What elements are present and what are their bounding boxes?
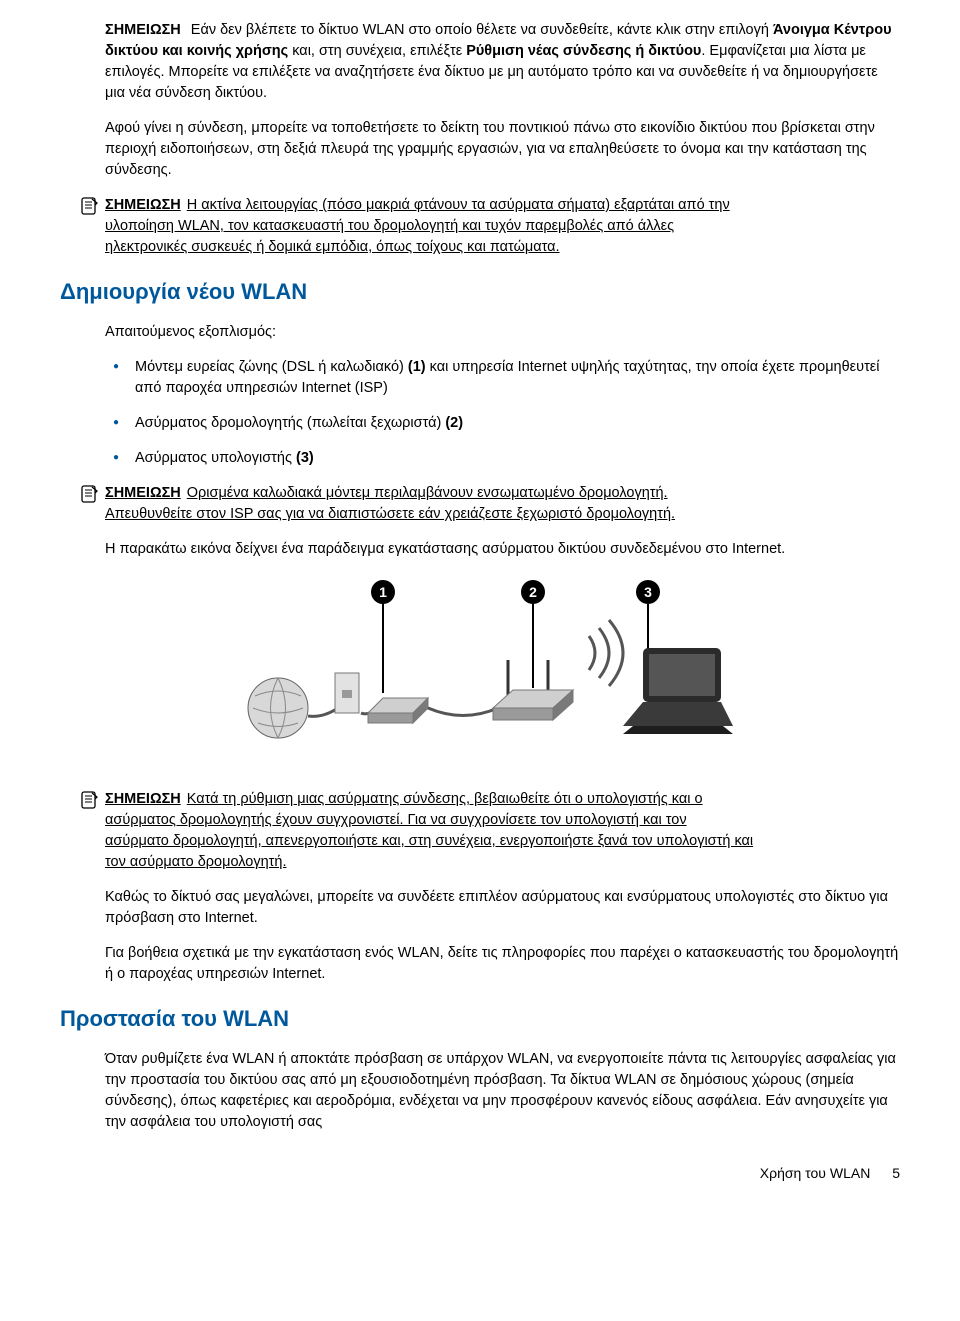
page-footer: Χρήση του WLAN 5	[60, 1163, 900, 1183]
note-icon	[79, 484, 99, 511]
note-line: ασύρματο δρομολογητή, απενεργοποιήστε κα…	[105, 833, 753, 849]
equipment-list: Μόντεμ ευρείας ζώνης (DSL ή καλωδιακό) (…	[105, 357, 900, 469]
equip-label: Απαιτούμενος εξοπλισμός:	[105, 322, 900, 343]
svg-text:3: 3	[644, 584, 652, 600]
list-item: Μόντεμ ευρείας ζώνης (DSL ή καλωδιακό) (…	[105, 357, 900, 399]
note-text: Εάν δεν βλέπετε το δίκτυο WLAN στο οποίο…	[191, 22, 773, 38]
paragraph-after-connect: Αφού γίνει η σύνδεση, μπορείτε να τοποθε…	[105, 118, 900, 181]
note-icon	[79, 196, 99, 223]
li-text: Ασύρματος υπολογιστής	[135, 450, 296, 466]
note-line: Απευθυνθείτε στον ISP σας για να διαπιστ…	[105, 506, 675, 522]
page-number: 5	[892, 1165, 900, 1181]
note-text: Η ακτίνα λειτουργίας (πόσο μακριά φτάνου…	[187, 197, 730, 213]
bold-text: (3)	[296, 450, 314, 466]
note-icon	[79, 790, 99, 817]
note-4: ΣΗΜΕΙΩΣΗ Κατά τη ρύθμιση μιας ασύρματης σ…	[105, 789, 900, 873]
li-text: Μόντεμ ευρείας ζώνης (DSL ή καλωδιακό)	[135, 359, 408, 375]
paragraph-example: Η παρακάτω εικόνα δείχνει ένα παράδειγμα…	[105, 539, 900, 560]
note-line: ΣΗΜΕΙΩΣΗ Η ακτίνα λειτουργίας (πόσο μακρι…	[105, 197, 730, 213]
note-label: ΣΗΜΕΙΩΣΗ	[105, 791, 181, 807]
svg-text:1: 1	[379, 584, 387, 600]
note-text: Ορισμένα καλωδιακά μόντεμ περιλαμβάνουν …	[187, 485, 668, 501]
network-diagram: 1 2 3	[243, 578, 763, 765]
list-item: Ασύρματος δρομολογητής (πωλείται ξεχωρισ…	[105, 413, 900, 434]
paragraph-protect: Όταν ρυθμίζετε ένα WLAN ή αποκτάτε πρόσβ…	[105, 1049, 900, 1133]
bold-text: (2)	[445, 415, 463, 431]
note-line: ασύρματος δρομολογητής έχουν συγχρονιστε…	[105, 812, 687, 828]
note-1: ΣΗΜΕΙΩΣΗ Εάν δεν βλέπετε το δίκτυο WLAN …	[105, 20, 900, 104]
note-line: υλοποίηση WLAN, τον κατασκευαστή του δρο…	[105, 218, 674, 234]
note-2: ΣΗΜΕΙΩΣΗ Η ακτίνα λειτουργίας (πόσο μακρι…	[105, 195, 900, 258]
paragraph-help: Για βοήθεια σχετικά με την εγκατάσταση ε…	[105, 943, 900, 985]
footer-title: Χρήση του WLAN	[760, 1165, 871, 1181]
note-line: ΣΗΜΕΙΩΣΗ Κατά τη ρύθμιση μιας ασύρματης σ…	[105, 791, 703, 807]
note-label: ΣΗΜΕΙΩΣΗ	[105, 197, 181, 213]
note-3: ΣΗΜΕΙΩΣΗ Ορισμένα καλωδιακά μόντεμ περιλα…	[105, 483, 900, 525]
heading-create-wlan: Δημιουργία νέου WLAN	[60, 276, 900, 308]
paragraph-grow: Καθώς το δίκτυό σας μεγαλώνει, μπορείτε …	[105, 887, 900, 929]
bold-text: (1)	[408, 359, 426, 375]
note-label: ΣΗΜΕΙΩΣΗ	[105, 485, 181, 501]
note-line: τον ασύρματο δρομολογητή.	[105, 854, 286, 870]
li-text: Ασύρματος δρομολογητής (πωλείται ξεχωρισ…	[135, 415, 445, 431]
page-content: ΣΗΜΕΙΩΣΗ Εάν δεν βλέπετε το δίκτυο WLAN …	[60, 20, 900, 1133]
note-text: και, στη συνέχεια, επιλέξτε	[288, 43, 466, 59]
note-text: Κατά τη ρύθμιση μιας ασύρματης σύνδεσης,…	[187, 791, 703, 807]
heading-protect-wlan: Προστασία του WLAN	[60, 1003, 900, 1035]
svg-text:2: 2	[529, 584, 537, 600]
list-item: Ασύρματος υπολογιστής (3)	[105, 448, 900, 469]
note-label: ΣΗΜΕΙΩΣΗ	[105, 22, 181, 38]
note-line: ΣΗΜΕΙΩΣΗ Ορισμένα καλωδιακά μόντεμ περιλα…	[105, 485, 668, 501]
note-line: ηλεκτρονικές συσκευές ή δομικά εμπόδια, …	[105, 239, 560, 255]
bold-text: Ρύθμιση νέας σύνδεσης ή δικτύου	[466, 43, 701, 59]
